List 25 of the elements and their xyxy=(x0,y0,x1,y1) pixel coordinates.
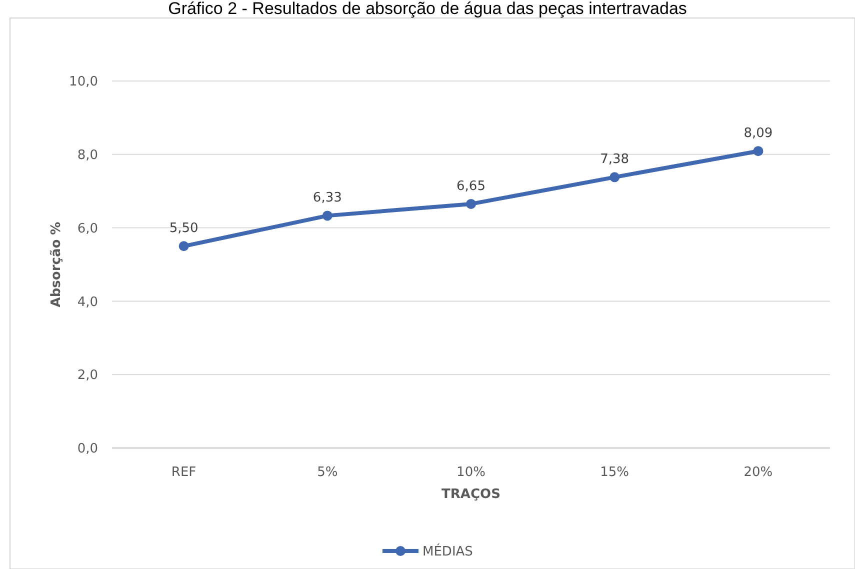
y-tick-label: 4,0 xyxy=(77,294,98,310)
data-label: 7,38 xyxy=(600,152,630,168)
y-tick-label: 10,0 xyxy=(69,74,98,90)
data-label: 5,50 xyxy=(169,221,198,236)
y-tick-label: 2,0 xyxy=(77,368,98,384)
data-label: 8,09 xyxy=(744,126,773,142)
x-axis-title: TRAÇOS xyxy=(442,487,500,502)
x-tick-label: 15% xyxy=(600,465,630,480)
y-tick-label: 8,0 xyxy=(77,148,98,163)
x-tick-label: 10% xyxy=(456,465,486,480)
data-label: 6,33 xyxy=(312,190,342,206)
point xyxy=(610,172,620,182)
legend-label: MÉDIAS xyxy=(422,542,473,560)
point xyxy=(466,198,476,209)
data-label: 6,65 xyxy=(456,178,486,194)
x-tick-label: REF xyxy=(171,465,196,480)
y-axis-title: Absorção % xyxy=(49,222,64,308)
x-tick-label: 5% xyxy=(317,465,338,480)
x-tick-label: 20% xyxy=(744,465,773,480)
chart-title: Gráfico 2 - Resultados de absorção de água das peças intertravadas xyxy=(168,0,687,18)
y-tick-label: 0,0 xyxy=(77,442,98,457)
point xyxy=(322,210,332,221)
point xyxy=(753,146,764,156)
y-tick-label: 6,0 xyxy=(77,221,98,236)
point xyxy=(178,241,189,252)
